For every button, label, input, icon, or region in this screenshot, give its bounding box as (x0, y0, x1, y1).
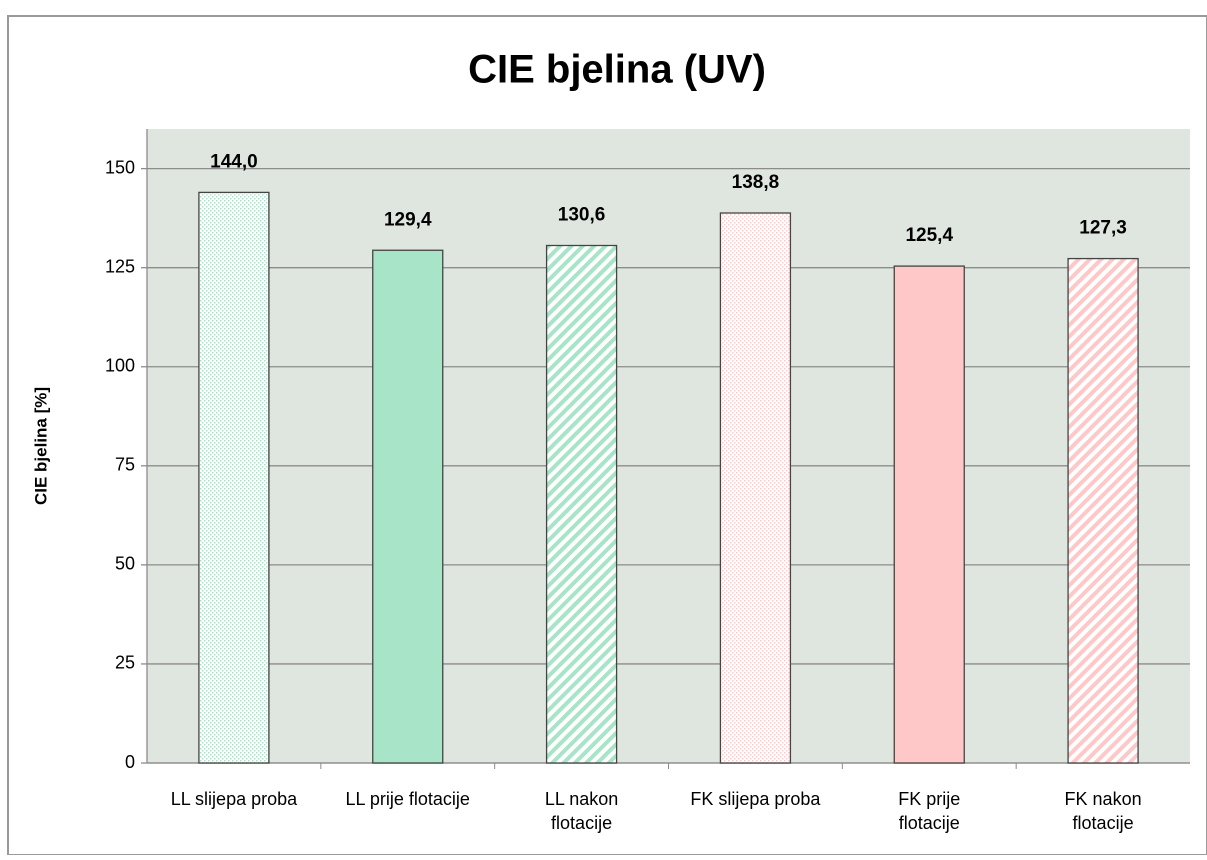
value-label: 129,4 (384, 209, 432, 230)
y-tick-label: 25 (115, 653, 135, 673)
x-tick-label: FK slijepa proba (690, 789, 821, 809)
plot-area (147, 129, 1190, 763)
x-tick-label-box: FK slijepa proba (690, 789, 821, 809)
x-tick-label-box: LL prije flotacije (345, 789, 470, 809)
x-tick-label: LL nakon flotacije (544, 789, 619, 833)
bar (719, 212, 792, 764)
value-label: 138,8 (732, 172, 780, 193)
x-tick-label: LL prije flotacije (345, 789, 470, 809)
x-tick-label: FK nakon flotacije (1064, 789, 1142, 833)
value-label: 130,6 (558, 205, 606, 226)
value-label: 144,0 (210, 151, 258, 172)
x-tick-label: LL slijepa proba (170, 789, 298, 809)
bar (1067, 257, 1139, 764)
y-tick-label: 0 (125, 752, 135, 772)
x-tick-label-box: LL slijepa proba (170, 789, 298, 809)
x-tick-label-box: FK nakon flotacije (1064, 789, 1142, 833)
bar (545, 244, 618, 764)
x-tick-label: FK prije flotacije (898, 789, 961, 833)
bar (198, 191, 270, 764)
y-tick-label: 100 (105, 356, 135, 376)
y-axis-label: CIE bjelina [%] (31, 387, 50, 505)
bar (372, 249, 444, 764)
y-tick-label: 125 (105, 256, 135, 276)
y-tick-label: 75 (115, 455, 135, 475)
bar (893, 265, 965, 764)
x-tick-label-box: LL nakon flotacije (544, 789, 619, 833)
value-label: 127,3 (1079, 218, 1127, 239)
chart-title: CIE bjelina (UV) (468, 48, 766, 92)
y-tick-label: 150 (105, 157, 135, 177)
y-tick-label: 50 (115, 554, 135, 574)
value-label: 125,4 (905, 225, 953, 246)
x-tick-label-box: FK prije flotacije (898, 789, 961, 833)
